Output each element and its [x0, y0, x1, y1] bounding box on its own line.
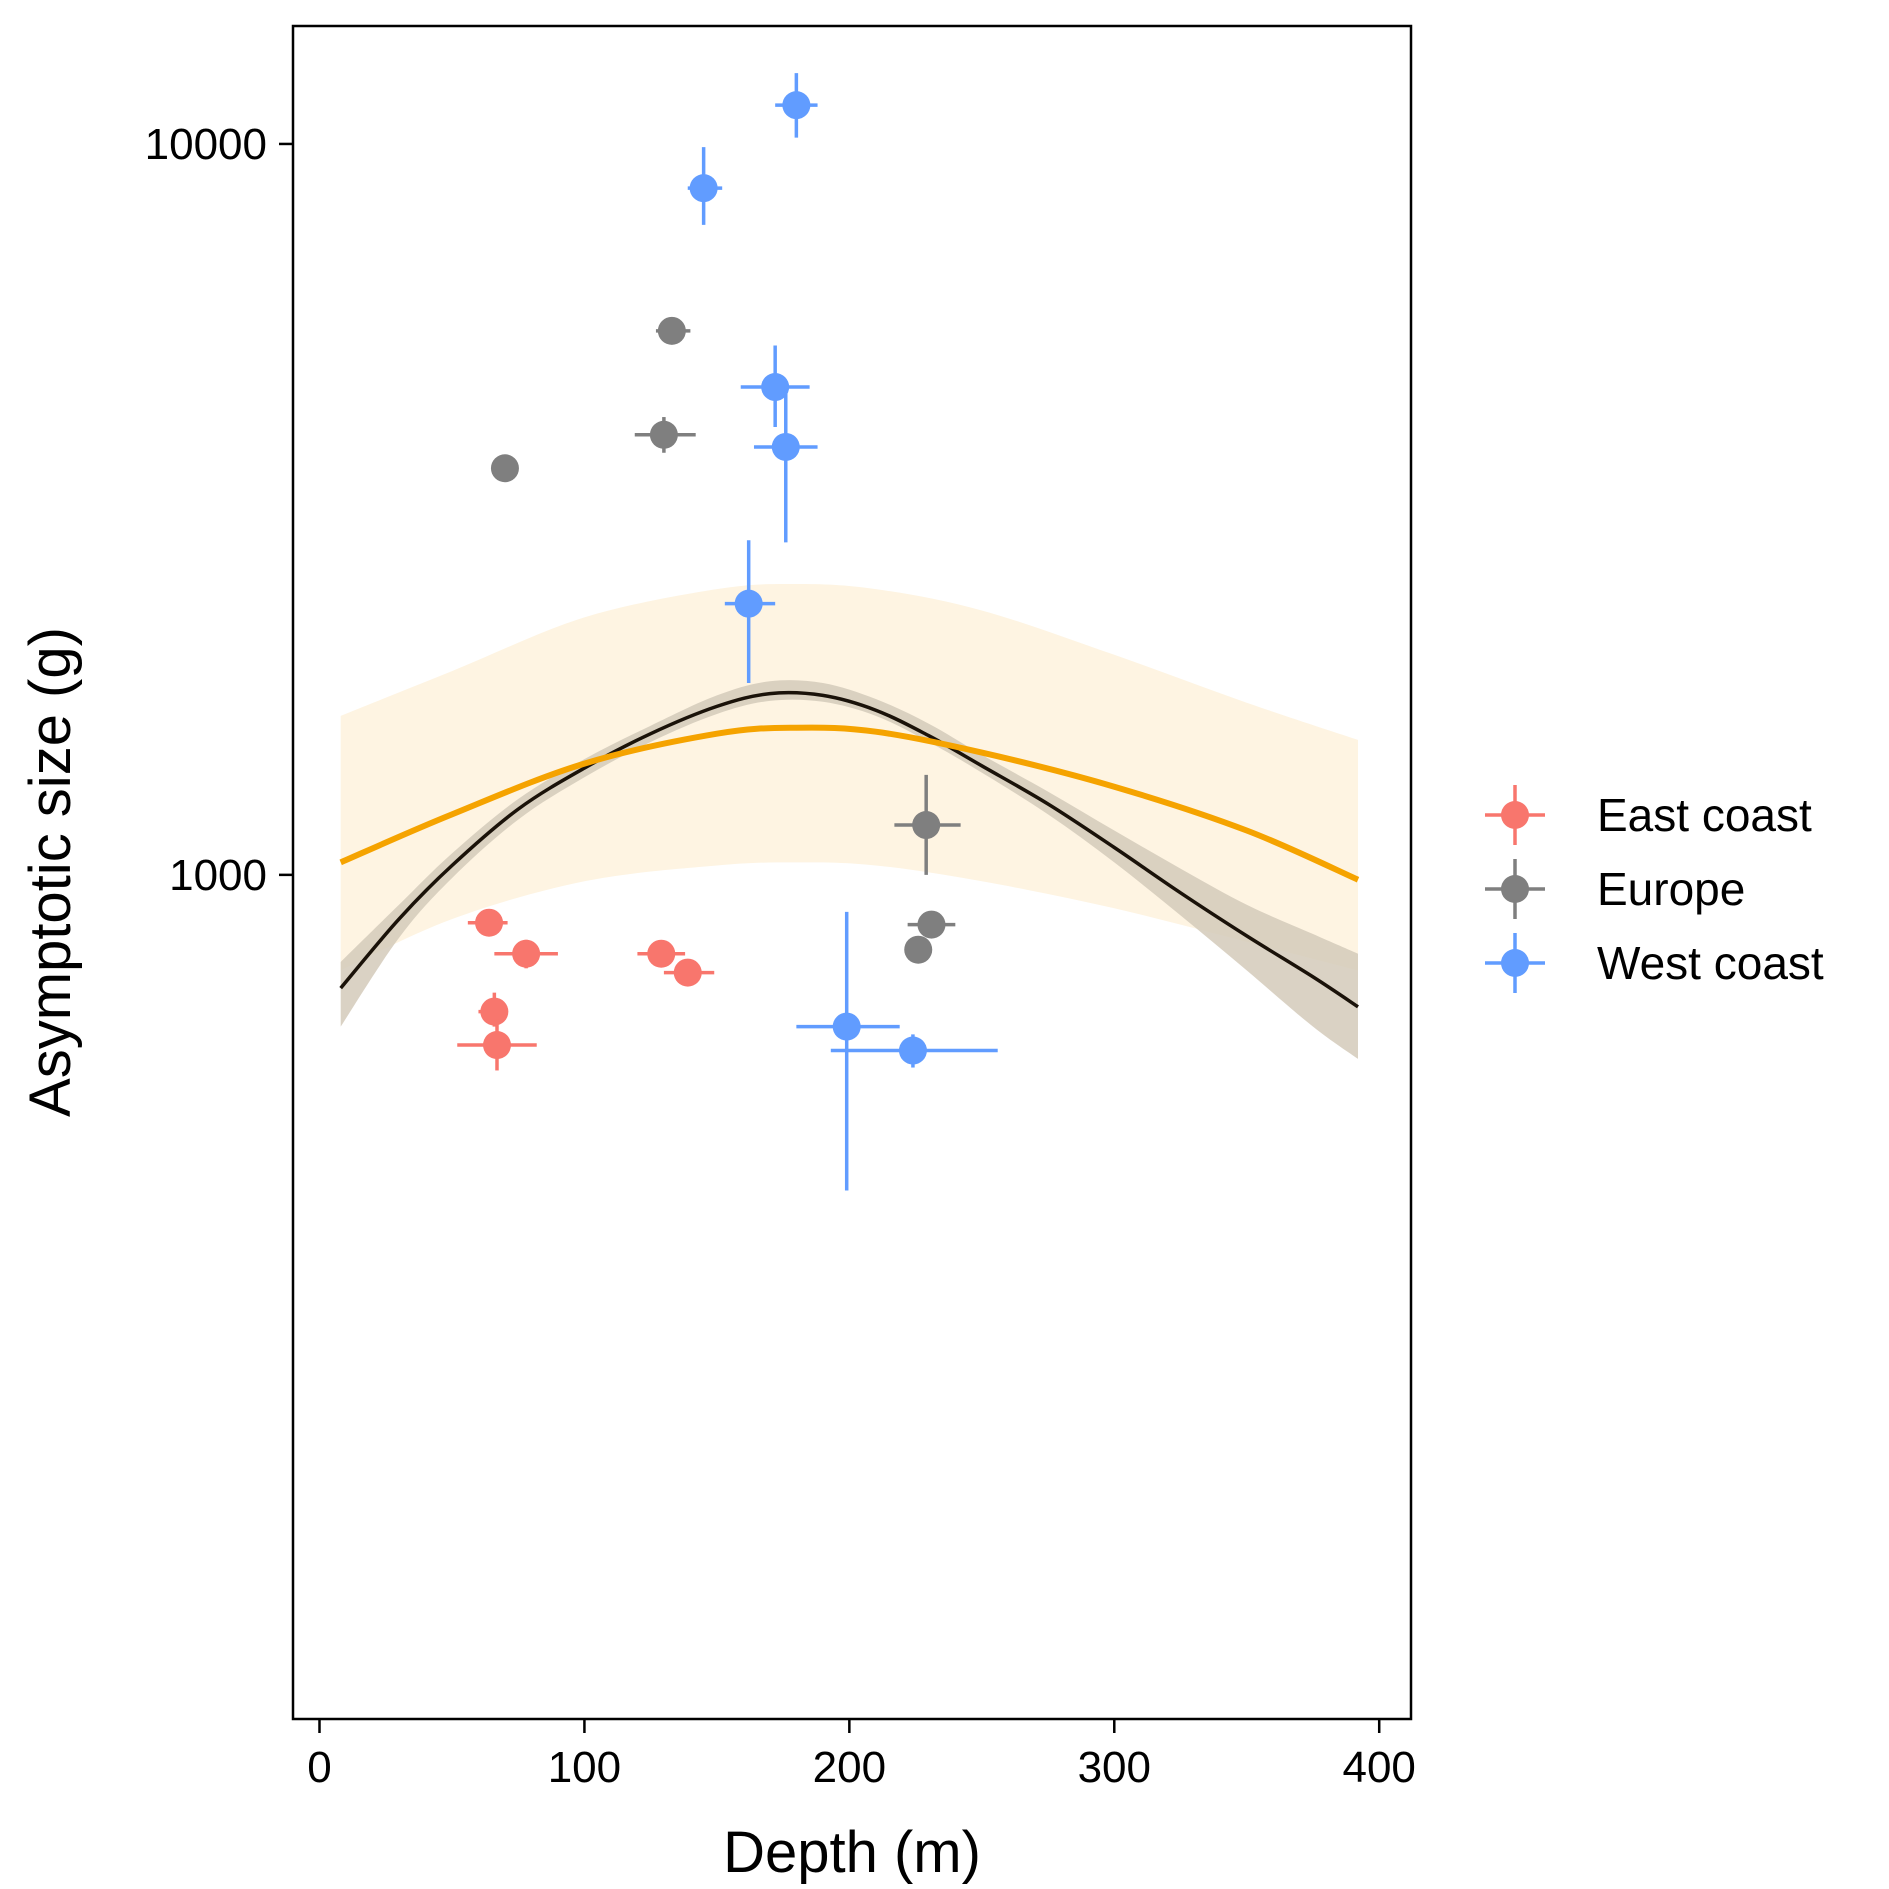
point-east-coast-4 [647, 939, 676, 968]
y-axis-title: Asymptotic size (g) [18, 627, 83, 1117]
point-west-coast-6 [898, 1036, 927, 1065]
point-east-coast-3 [482, 1031, 511, 1060]
point-west-coast-1 [689, 174, 718, 203]
legend-key-east-coast [1501, 801, 1529, 829]
x-axis: 0 100 200 300 400 [307, 1719, 1416, 1792]
y-axis: 1000 10000 [145, 120, 293, 900]
legend-label-west-coast: West coast [1597, 937, 1824, 989]
point-west-coast-3 [771, 432, 800, 461]
y-tick-label-1000: 1000 [169, 851, 267, 900]
x-tick-label-100: 100 [548, 1743, 621, 1792]
legend: East coast Europe West coast [1485, 785, 1824, 993]
point-east-coast-1 [512, 939, 541, 968]
point-west-coast-4 [734, 589, 763, 618]
point-east-coast-2 [480, 997, 509, 1026]
point-west-coast-0 [782, 91, 811, 120]
fit-confidence-band [340, 583, 1358, 971]
legend-key-west-coast [1501, 949, 1529, 977]
x-tick-label-300: 300 [1078, 1743, 1151, 1792]
plot-panel-border [291, 24, 1413, 1721]
series-east-coast [457, 908, 715, 1071]
point-east-coast-0 [475, 908, 504, 937]
legend-label-east-coast: East coast [1597, 789, 1812, 841]
x-tick-label-400: 400 [1342, 1743, 1415, 1792]
point-europe-3 [912, 811, 941, 840]
point-east-coast-5 [673, 958, 702, 987]
confidence-bands [340, 583, 1358, 1059]
legend-label-europe: Europe [1597, 863, 1745, 915]
fit-lines [339, 690, 1360, 1009]
x-tick-label-0: 0 [307, 1743, 331, 1792]
point-europe-2 [649, 420, 678, 449]
point-europe-4 [917, 910, 946, 939]
y-tick-label-10000: 10000 [145, 120, 267, 169]
x-tick-label-200: 200 [813, 1743, 886, 1792]
smooth-confidence-band [340, 680, 1358, 1059]
point-west-coast-5 [832, 1012, 861, 1041]
point-europe-5 [904, 935, 933, 964]
point-west-coast-2 [761, 373, 790, 402]
series-west-coast [687, 73, 998, 1191]
point-europe-0 [490, 454, 519, 483]
data-points [457, 73, 998, 1191]
legend-key-europe [1501, 875, 1529, 903]
fit-line [339, 724, 1360, 883]
series-europe [490, 316, 961, 964]
x-axis-title: Depth (m) [723, 1820, 981, 1885]
point-europe-1 [657, 316, 686, 345]
smooth-line [339, 690, 1359, 1009]
